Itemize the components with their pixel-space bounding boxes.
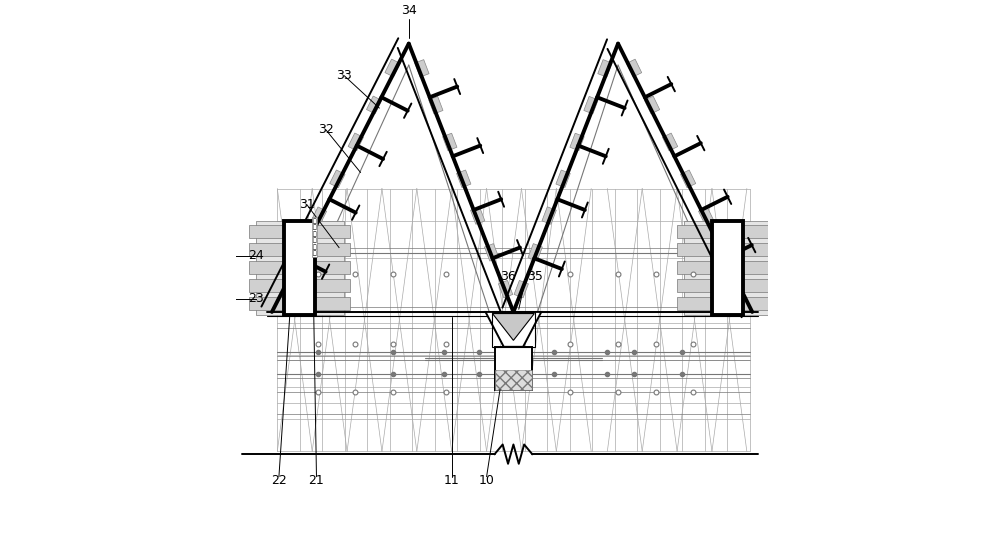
Bar — [737, 261, 778, 274]
Bar — [284, 221, 315, 315]
Text: 34: 34 — [401, 4, 417, 17]
Polygon shape — [348, 133, 363, 151]
Bar — [495, 371, 532, 390]
Polygon shape — [680, 170, 696, 188]
Text: 24: 24 — [249, 249, 264, 262]
Bar — [249, 225, 291, 238]
Bar — [249, 243, 291, 256]
Bar — [737, 279, 778, 292]
Bar — [309, 298, 350, 310]
Polygon shape — [471, 207, 485, 224]
Bar — [249, 261, 291, 274]
Bar — [309, 225, 350, 238]
Bar — [684, 221, 712, 315]
Text: 32: 32 — [318, 123, 333, 136]
Bar — [737, 225, 778, 238]
Polygon shape — [443, 133, 457, 151]
Polygon shape — [735, 281, 750, 299]
Bar — [677, 279, 718, 292]
Polygon shape — [717, 244, 732, 261]
Polygon shape — [584, 96, 598, 114]
Bar — [737, 243, 778, 256]
Bar — [284, 221, 315, 315]
Polygon shape — [484, 244, 499, 261]
Bar — [309, 261, 350, 274]
Bar — [677, 243, 718, 256]
Bar — [677, 298, 718, 310]
Polygon shape — [570, 133, 584, 151]
Text: 36: 36 — [500, 270, 516, 283]
Polygon shape — [644, 96, 660, 114]
Text: 33: 33 — [337, 69, 352, 82]
Bar — [495, 347, 532, 390]
Bar — [315, 221, 344, 315]
Polygon shape — [457, 170, 471, 187]
Polygon shape — [556, 170, 570, 187]
Polygon shape — [662, 133, 678, 151]
Polygon shape — [275, 281, 290, 299]
Polygon shape — [429, 96, 443, 114]
Text: 22: 22 — [271, 473, 287, 487]
Bar — [712, 221, 743, 315]
Polygon shape — [699, 207, 714, 225]
Polygon shape — [330, 170, 345, 188]
Text: 31: 31 — [299, 198, 315, 211]
Polygon shape — [528, 244, 542, 261]
Polygon shape — [626, 59, 642, 77]
Polygon shape — [514, 280, 528, 298]
Text: 35: 35 — [527, 270, 543, 283]
Bar — [256, 221, 284, 315]
Bar — [743, 221, 772, 315]
Polygon shape — [385, 59, 400, 77]
Polygon shape — [542, 207, 556, 224]
Bar — [492, 312, 535, 347]
Bar — [677, 225, 718, 238]
Bar — [677, 261, 718, 274]
Bar — [249, 298, 291, 310]
Bar — [309, 279, 350, 292]
Polygon shape — [293, 244, 308, 261]
Text: 10: 10 — [479, 473, 495, 487]
Text: 23: 23 — [249, 292, 264, 305]
Polygon shape — [498, 280, 513, 298]
Polygon shape — [598, 60, 612, 77]
Bar — [712, 221, 743, 315]
Text: 混
凝
土
浇
筑
口: 混 凝 土 浇 筑 口 — [312, 218, 316, 256]
Polygon shape — [367, 96, 382, 114]
Polygon shape — [415, 60, 429, 77]
Polygon shape — [492, 314, 534, 341]
Bar — [737, 298, 778, 310]
Bar — [309, 243, 350, 256]
Bar — [249, 279, 291, 292]
Text: 21: 21 — [309, 473, 324, 487]
Polygon shape — [311, 207, 327, 225]
Text: 11: 11 — [444, 473, 460, 487]
Polygon shape — [486, 312, 541, 347]
